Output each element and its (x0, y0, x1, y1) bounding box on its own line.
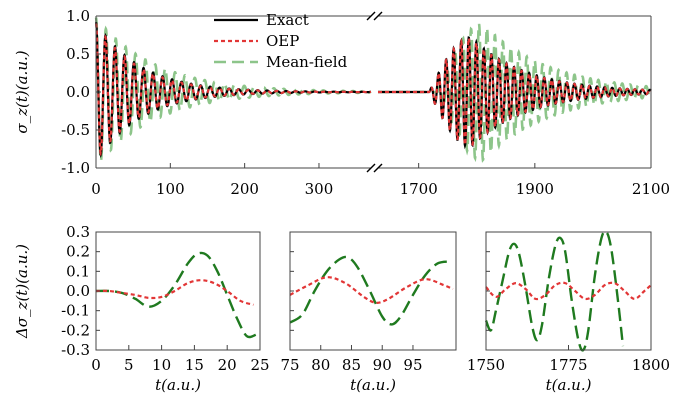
legend-label-mean-field: Mean-field (266, 53, 348, 71)
bottom-panel-2-xtick-label: 75 (280, 356, 299, 374)
legend-label-oep: OEP (266, 32, 299, 50)
bottom-panel-3-frame (485, 231, 652, 351)
top-axis-break-mark-top-2 (373, 11, 383, 21)
top-xtick-label: 1900 (516, 180, 554, 198)
bottom-ytick-label: 0.2 (66, 243, 90, 261)
top-series-oep-segment-2 (378, 36, 652, 149)
top-ytick-label: 1.0 (66, 7, 90, 25)
bottom-panel-2-xtick-label: 80 (311, 356, 330, 374)
top-series-oep-segment-1 (94, 23, 372, 157)
top-xtick-label: 0 (91, 180, 101, 198)
bottom-ytick-label: -0.2 (61, 321, 90, 339)
bottom-panel-3-series-mean-field (484, 229, 625, 352)
bottom-panel-2-series-mean-field (289, 255, 451, 326)
bottom-panel-1-series-mean-field (95, 251, 258, 339)
bottom-panel-2-x-axis-label: t(a.u.) (350, 376, 396, 394)
bottom-ytick-label: 0.0 (66, 282, 90, 300)
bottom-panel-1-xtick-label: 15 (185, 356, 204, 374)
top-xtick-label: 100 (156, 180, 185, 198)
bottom-panel-3-xtick-label: 1775 (549, 356, 587, 374)
bottom-panel-3-x-axis-label: t(a.u.) (546, 376, 592, 394)
top-xtick-label: 200 (230, 180, 259, 198)
bottom-panel-3-xtick-label: 1800 (632, 356, 670, 374)
bottom-y-axis-label: Δσ_z(t)(a.u.) (13, 244, 31, 339)
axis-labels-layer: σ_z(t)(a.u.) t(a.u.) t(a.u.) t(a.u.) Δσ_z(t)… (13, 50, 592, 394)
bottom-panel-2-series-oep (289, 276, 454, 304)
top-y-axis-label: σ_z(t)(a.u.) (13, 50, 31, 133)
series-layer (94, 17, 653, 352)
top-axis-break-mark-bottom-2 (373, 163, 383, 173)
top-ytick-label: 0.5 (66, 45, 90, 63)
bottom-panel-2-xtick-label: 85 (342, 356, 361, 374)
top-ytick-label: -0.5 (61, 121, 90, 139)
top-frame-segment-2 (378, 15, 652, 169)
top-xtick-label: 1700 (400, 180, 438, 198)
bottom-ytick-label: -0.1 (61, 302, 90, 320)
bottom-panel-1-x-axis-label: t(a.u.) (155, 376, 201, 394)
top-xtick-label: 2100 (632, 180, 670, 198)
bottom-ytick-label: 0.1 (66, 262, 90, 280)
bottom-panel-2-xtick-label: 95 (403, 356, 422, 374)
legend: Exact OEP Mean-field (214, 11, 348, 71)
legend-label-exact: Exact (266, 11, 309, 29)
frames-layer (95, 11, 652, 351)
bottom-panel-1-xtick-label: 20 (218, 356, 237, 374)
bottom-panel-1-series-oep (95, 279, 254, 306)
bottom-panel-2-xtick-label: 90 (373, 356, 392, 374)
bottom-ytick-label: -0.3 (61, 341, 90, 359)
top-xtick-label: 300 (305, 180, 334, 198)
bottom-panel-3-xtick-label: 1750 (467, 356, 505, 374)
top-ytick-label: 0.0 (66, 83, 90, 101)
top-axis-break-mark-top-1 (366, 11, 376, 21)
bottom-panel-3-series-oep (485, 281, 652, 301)
bottom-panel-1-xtick-label: 10 (152, 356, 171, 374)
top-ytick-label: -1.0 (61, 159, 90, 177)
bottom-panel-1-xtick-label: 5 (124, 356, 134, 374)
bottom-panel-1-frame (95, 231, 261, 351)
top-axis-break-mark-bottom-1 (366, 163, 376, 173)
ticks-layer: -1.0-0.50.00.51.00 100 200 300 1700 1900 21000… (61, 7, 670, 374)
bottom-panel-1-xtick-label: 25 (250, 356, 269, 374)
bottom-panel-1-xtick-label: 0 (91, 356, 101, 374)
bottom-ytick-label: 0.3 (66, 223, 90, 241)
